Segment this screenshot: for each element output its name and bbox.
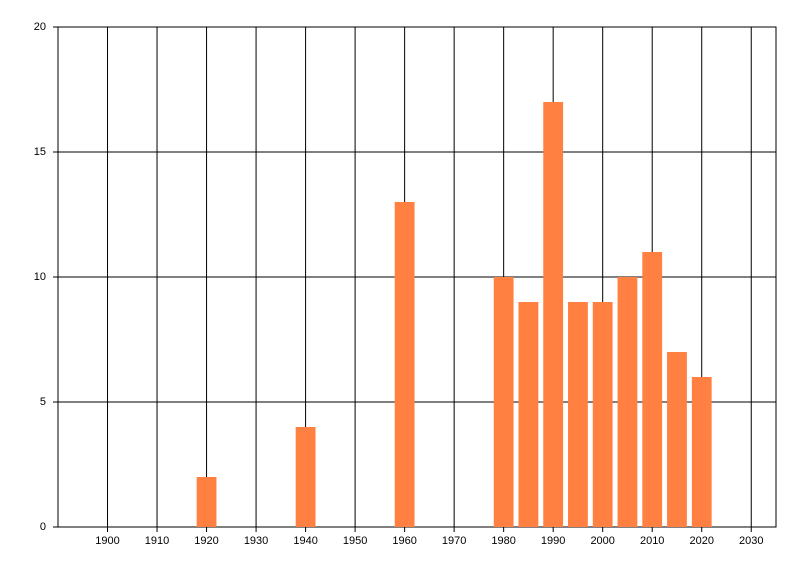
x-tick-label: 1920 xyxy=(194,535,218,547)
y-tick-label: 10 xyxy=(34,271,46,283)
x-tick-label: 1980 xyxy=(491,535,515,547)
x-tick-label: 2010 xyxy=(640,535,664,547)
y-tick-label: 20 xyxy=(34,21,46,33)
bar xyxy=(196,477,217,527)
bar xyxy=(518,302,539,527)
bar xyxy=(394,202,415,527)
x-tick-label: 1930 xyxy=(244,535,268,547)
x-tick-label: 1960 xyxy=(392,535,416,547)
x-tick-label: 2020 xyxy=(689,535,713,547)
x-tick-label: 1950 xyxy=(343,535,367,547)
bar xyxy=(617,277,638,527)
x-tick-label: 1970 xyxy=(442,535,466,547)
x-tick-label: 2000 xyxy=(590,535,614,547)
y-tick-label: 5 xyxy=(40,396,46,408)
x-tick-label: 1990 xyxy=(541,535,565,547)
bar xyxy=(543,102,564,527)
bar xyxy=(493,277,514,527)
bar xyxy=(691,377,712,527)
bar xyxy=(667,352,687,527)
bar xyxy=(295,427,316,527)
y-tick-label: 0 xyxy=(40,521,46,533)
x-tick-label: 2030 xyxy=(739,535,763,547)
x-tick-label: 1940 xyxy=(293,535,317,547)
y-tick-label: 15 xyxy=(34,146,46,158)
x-tick-label: 1910 xyxy=(145,535,169,547)
bar xyxy=(642,252,663,527)
bar xyxy=(592,302,613,527)
bar xyxy=(568,302,588,527)
x-tick-label: 1900 xyxy=(95,535,119,547)
